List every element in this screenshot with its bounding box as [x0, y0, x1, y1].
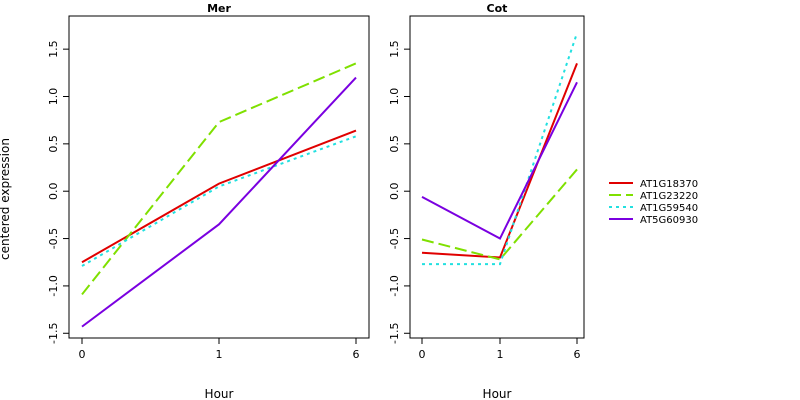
y-tick-label: -0.5 — [388, 228, 401, 249]
panel-cot: Cot -1.5 -1.0 -0.5 0.0 0.5 1.0 1.5 0 1 6 Hour — [388, 2, 585, 400]
series-line-at5g60930 — [421, 81, 578, 240]
panels: Mer -1.5 -1.0 -0.5 0.0 0.5 1.0 1.5 0 1 6 Hour Cot -1.… — [47, 2, 585, 400]
y-tick-label: 0.5 — [47, 135, 60, 153]
series-line-at1g23220 — [81, 62, 357, 296]
y-tick-label: 0.5 — [388, 135, 401, 153]
y-tick-label: 1.5 — [388, 40, 401, 58]
panel-mer: Mer -1.5 -1.0 -0.5 0.0 0.5 1.0 1.5 0 1 6 Hour — [47, 2, 370, 400]
x-tick-label: 0 — [79, 348, 86, 361]
y-tick-label: 0.0 — [47, 182, 60, 200]
y-tick-label: 1.0 — [47, 88, 60, 106]
legend-label: AT5G60930 — [640, 215, 698, 226]
series-line-at1g18370 — [421, 62, 578, 259]
y-tick-label: -1.5 — [47, 323, 60, 344]
y-tick-label: 1.5 — [47, 40, 60, 58]
y-tick-label: -1.0 — [388, 275, 401, 296]
y-tick-label: 0.0 — [388, 182, 401, 200]
series-line-at1g59540 — [422, 32, 578, 266]
y-tick-label: -1.5 — [388, 323, 401, 344]
plot-frame — [68, 15, 370, 339]
series-line-at5g60930 — [81, 76, 357, 328]
legend-label: AT1G23220 — [640, 191, 698, 202]
series-line-at1g23220 — [421, 168, 578, 261]
y-tick-label: -1.0 — [47, 275, 60, 296]
legend-label: AT1G18370 — [640, 179, 698, 190]
legend-label: AT1G59540 — [640, 203, 698, 214]
x-tick-label: 1 — [216, 348, 223, 361]
x-axis-title: Hour — [483, 387, 512, 400]
y-tick-label: 1.0 — [388, 88, 401, 106]
panel-title: Cot — [487, 2, 508, 15]
x-tick-label: 6 — [574, 348, 581, 361]
plot-frame — [409, 15, 585, 339]
x-tick-label: 0 — [419, 348, 426, 361]
y-tick-label: -0.5 — [47, 228, 60, 249]
x-tick-label: 1 — [497, 348, 504, 361]
y-axis-title: centered expression — [0, 138, 12, 260]
panel-title: Mer — [207, 2, 231, 15]
x-axis-title: Hour — [205, 387, 234, 400]
series-line-at1g59540 — [81, 135, 357, 267]
x-tick-label: 6 — [353, 348, 360, 361]
